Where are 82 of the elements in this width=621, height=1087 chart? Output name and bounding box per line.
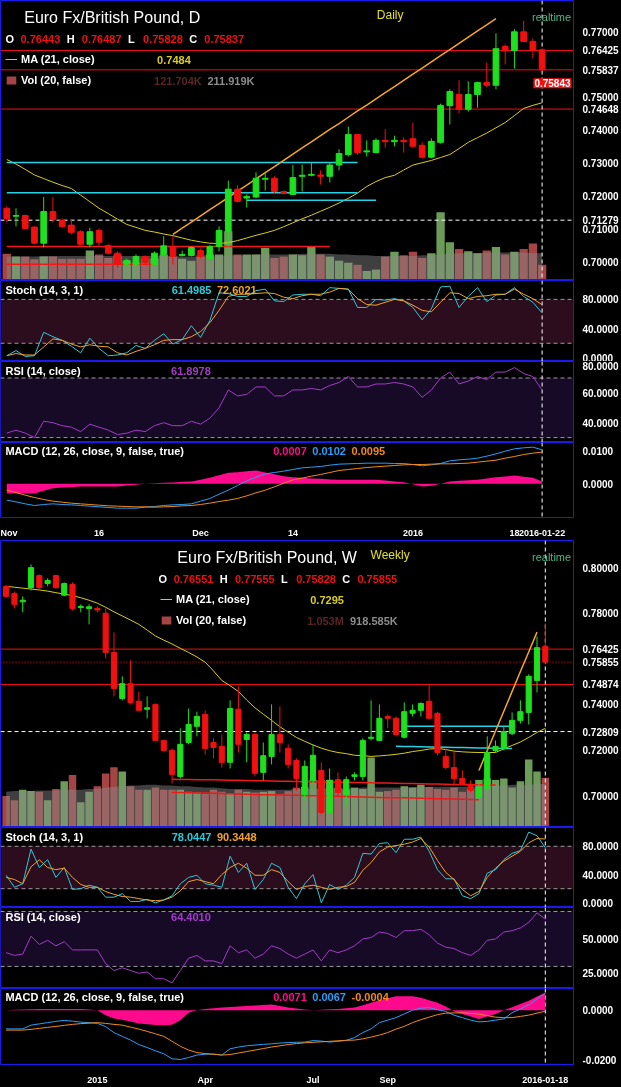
annotation: 0.0071 [273, 991, 307, 1004]
annotation: 64.4010 [171, 910, 211, 923]
ref-line-label: 0.74648 [582, 104, 620, 116]
legend-label: Vol (20, false) [176, 613, 247, 627]
y-tick-label: 60.0000 [582, 387, 620, 399]
x-tick-label: Jul [306, 1074, 320, 1085]
x-tick-label: Dec [192, 527, 209, 538]
annotation: 0.7484 [157, 53, 192, 66]
annotation: 211.919K [207, 74, 255, 87]
annotation: 0.0102 [312, 445, 346, 458]
annotation: 1.053M [307, 614, 344, 627]
y-tick-label: 40.0000 [582, 323, 620, 335]
text: O 0.76443 H 0.76487 L 0.75828 C 0.75837 [5, 32, 245, 45]
text: O 0.76551 H 0.77555 L 0.75828 C 0.75855 [158, 572, 398, 585]
annotation: 0.75843 [534, 78, 571, 90]
y-tick-label: -0.0200 [582, 1055, 617, 1067]
annotation: 72.6021 [216, 283, 257, 296]
y-tick-label: 0.0000 [582, 897, 614, 909]
annotation: 61.8978 [171, 364, 211, 377]
legend-label: MA (21, close) [176, 592, 250, 606]
text: Euro Fx/British Pound, D [24, 9, 201, 26]
y-tick-label: 0.73000 [582, 158, 620, 170]
x-tick-label: 16 [94, 527, 105, 538]
annotation: 78.0447 [171, 830, 212, 843]
y-tick-label: 0.70000 [582, 257, 620, 269]
y-tick-label: 80.0000 [582, 841, 620, 853]
y-tick-label: 40.0000 [582, 417, 620, 429]
x-tick-label: 2016-01-22 [519, 527, 566, 538]
annotation: realtime [532, 10, 572, 23]
annotation: Weekly [370, 547, 410, 562]
x-tick-label: Sep [379, 1074, 397, 1085]
annotation: 121.704K [154, 74, 202, 87]
ref-line-label: 0.72809 [582, 726, 620, 738]
legend-label: MA (21, close) [21, 52, 95, 66]
chart-title: MACD (12, 26, close, 9, false, true) [5, 445, 185, 458]
x-tick-label: 14 [287, 527, 298, 538]
annotation: Daily [376, 7, 404, 22]
chart-title: RSI (14, close) [5, 364, 81, 377]
annotation: 0.0007 [273, 445, 307, 458]
chart-title: MACD (12, 26, close, 9, false, true) [5, 991, 185, 1004]
legend-label: Vol (20, false) [21, 73, 92, 87]
y-tick-label: 0.71000 [582, 224, 620, 236]
annotation: 0.0067 [312, 991, 346, 1004]
chart-title: RSI (14, close) [5, 910, 81, 923]
chart-title: Stoch (14, 3, 1) [5, 830, 84, 843]
y-tick-label: 0.74000 [582, 125, 620, 137]
y-tick-label: 25.0000 [582, 968, 620, 980]
ref-line-label: 0.74874 [582, 679, 620, 691]
y-tick-label: 0.72000 [582, 191, 620, 203]
y-tick-label: 0.0100 [582, 445, 614, 457]
chart-title: Stoch (14, 3, 1) [5, 283, 84, 296]
ref-line-label: 0.76425 [582, 45, 620, 57]
annotation: 90.3448 [216, 830, 257, 843]
y-tick-label: 40.0000 [582, 869, 620, 881]
annotation: 0.7295 [310, 593, 344, 606]
annotation: 61.4985 [171, 283, 212, 296]
x-tick-label: 2016-01-18 [522, 1074, 569, 1085]
annotation: 0.0095 [351, 445, 386, 458]
text: Euro Fx/British Pound, W [177, 549, 358, 566]
y-tick-label: 50.0000 [582, 933, 620, 945]
y-tick-label: 0.0000 [582, 478, 614, 490]
y-tick-label: 0.72000 [582, 744, 620, 756]
x-tick-label: 2016 [402, 527, 423, 538]
annotation: -0.0004 [351, 991, 390, 1004]
ref-line-label: 0.76425 [582, 644, 620, 656]
annotation: realtime [532, 550, 572, 563]
x-tick-label: 18 [509, 527, 520, 538]
x-tick-label: Apr [197, 1074, 214, 1085]
y-tick-label: 80.0000 [582, 294, 620, 306]
ref-line-label: 0.75837 [582, 64, 620, 76]
y-tick-label: 0.74000 [582, 699, 620, 711]
y-tick-label: 0.75000 [582, 92, 620, 104]
y-tick-label: 0.80000 [582, 562, 620, 574]
annotation: 918.585K [349, 614, 398, 627]
x-tick-label: Nov [0, 527, 18, 538]
ref-line-label: 0.71279 [582, 215, 620, 227]
y-tick-label: 0.70000 [582, 790, 620, 802]
ref-line-label: 0.75855 [582, 657, 620, 669]
y-tick-label: 0.0000 [582, 1005, 614, 1017]
x-tick-label: 2015 [87, 1074, 108, 1085]
y-tick-label: 0.77000 [582, 26, 620, 38]
y-tick-label: 0.78000 [582, 608, 620, 620]
